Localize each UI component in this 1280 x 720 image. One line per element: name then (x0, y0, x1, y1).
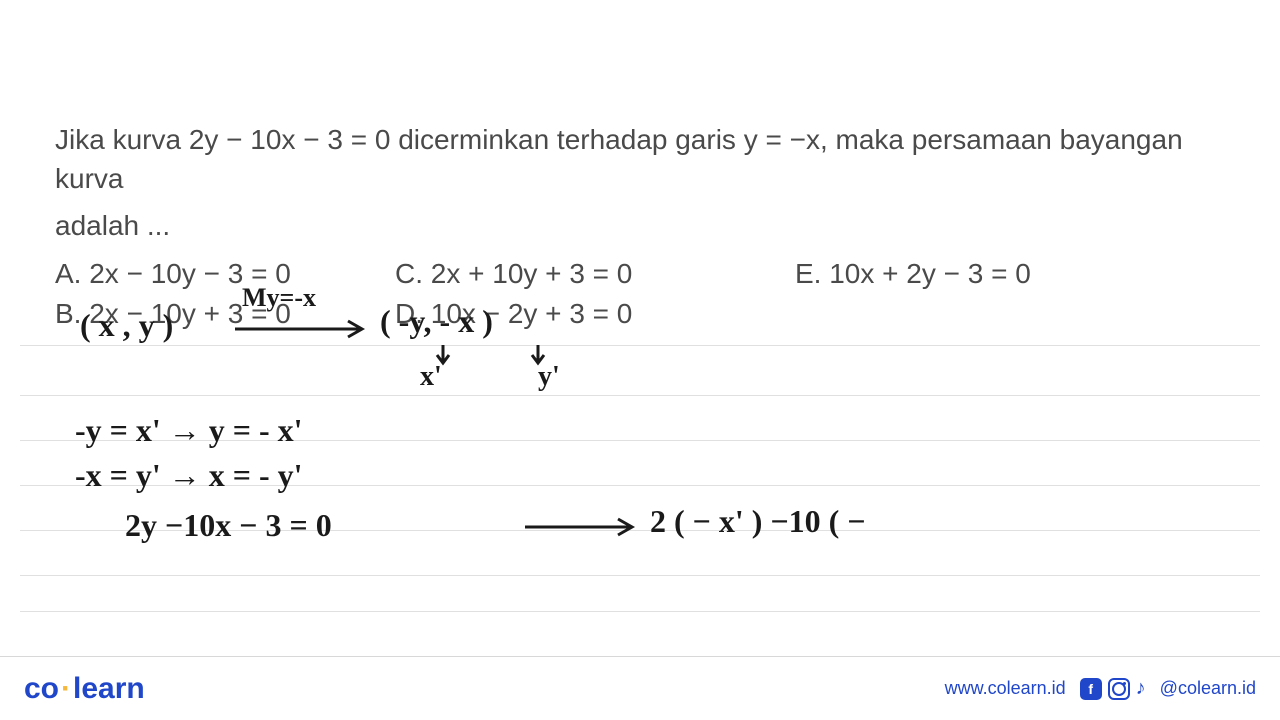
facebook-icon: f (1080, 678, 1102, 700)
hw-transform-label: My=-x (242, 283, 316, 313)
hw-result: ( -y, - x ) (380, 303, 493, 340)
logo-left: co (24, 672, 59, 705)
instagram-icon (1108, 678, 1130, 700)
question-line-1: Jika kurva 2y − 10x − 3 = 0 dicerminkan … (55, 120, 1225, 198)
logo-right: learn (73, 672, 145, 705)
tiktok-icon: ♪ (1136, 677, 1146, 700)
footer: co·learn www.colearn.id f ♪ @colearn.id (0, 656, 1280, 720)
hw-yprime: y' (538, 361, 560, 393)
footer-url: www.colearn.id (945, 678, 1066, 699)
hw-xprime: x' (420, 361, 442, 393)
hw-line2: -y = x' → y = - x' (75, 412, 303, 449)
footer-handle: @colearn.id (1160, 678, 1256, 699)
hw-line4-right: 2 ( − x' ) −10 ( − (650, 503, 866, 540)
arrow-icon (520, 513, 650, 543)
logo: co·learn (24, 672, 145, 706)
hw-line4-left: 2y −10x − 3 = 0 (125, 507, 332, 544)
question-line-2: adalah ... (55, 206, 1225, 245)
arrow-icon (230, 315, 380, 345)
social-icons: f ♪ (1080, 677, 1146, 700)
logo-dot: · (59, 672, 73, 705)
hw-line3: -x = y' → x = - y' (75, 457, 303, 494)
hw-xy: ( x , y ) (80, 307, 173, 344)
handwriting-area: ( x , y ) My=-x ( -y, - x ) x' y' -y = x… (20, 285, 1260, 640)
